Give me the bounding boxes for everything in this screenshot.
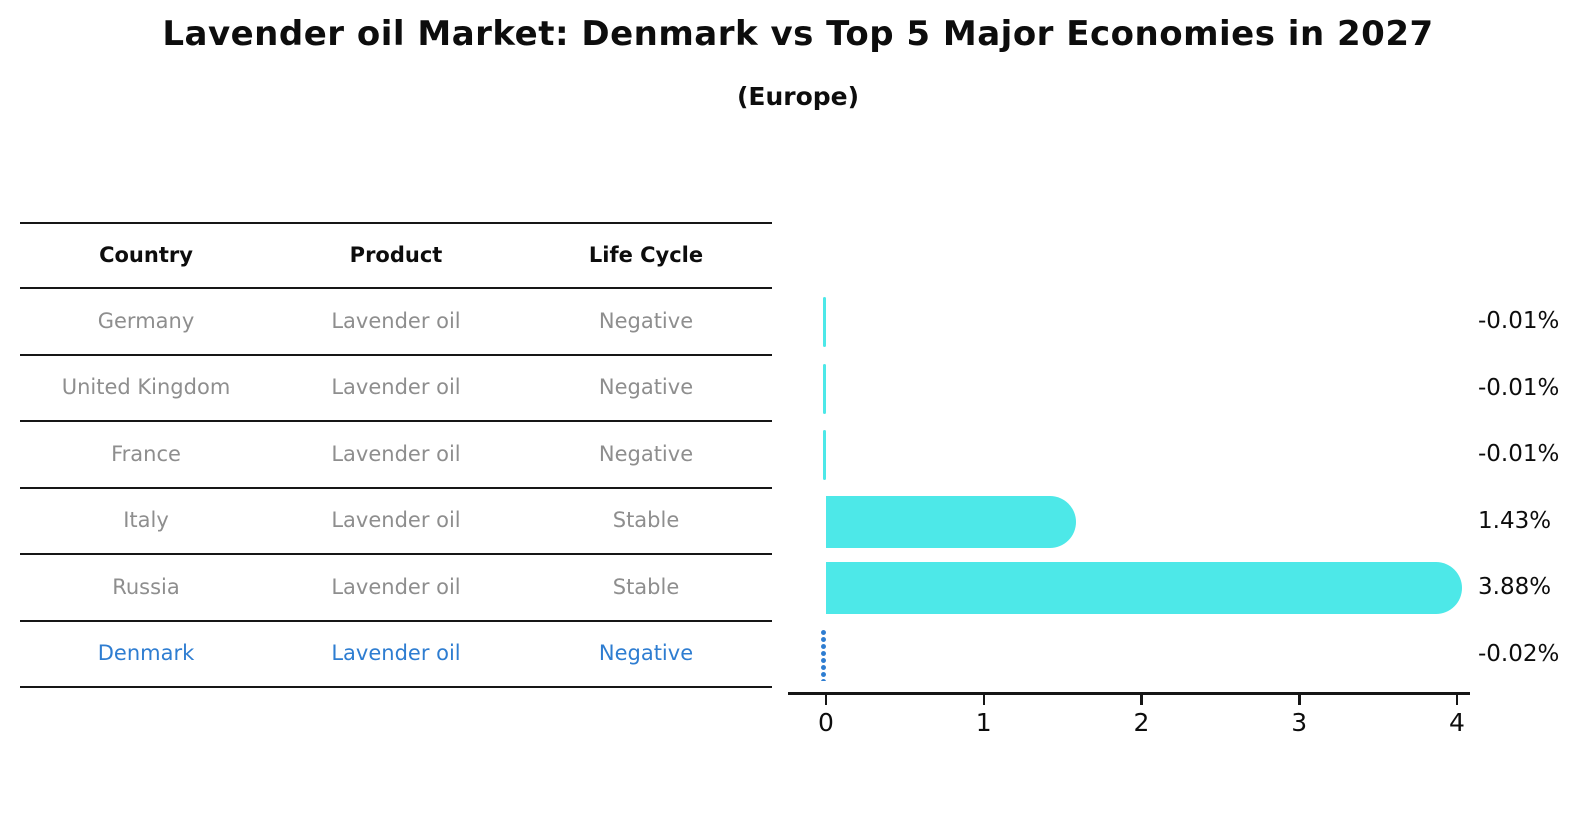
x-tick (1140, 694, 1143, 705)
cell-country: Germany (97, 308, 195, 333)
table-row-denmark: Denmark Lavender oil Negative (20, 622, 772, 688)
x-tick (982, 694, 985, 705)
table-row-italy: Italy Lavender oil Stable (20, 489, 772, 555)
cell-product: Lavender oil (331, 574, 461, 599)
cell-life-cycle: Stable (612, 574, 680, 599)
cell-country: Italy (123, 508, 169, 533)
table-row-united-kingdom: United Kingdom Lavender oil Negative (20, 356, 772, 422)
x-tick-label: 3 (1291, 708, 1308, 737)
value-label-france: -0.01% (1478, 441, 1560, 468)
chart-title: Lavender oil Market: Denmark vs Top 5 Ma… (162, 14, 1434, 54)
table-body: Germany Lavender oil Negative United Kingdo… (20, 289, 772, 688)
cell-product: Lavender oil (331, 308, 461, 333)
value-label-russia: 3.88% (1478, 574, 1552, 601)
cell-life-cycle: Negative (598, 375, 694, 400)
value-label-italy: 1.43% (1478, 507, 1552, 534)
cell-life-cycle: Negative (598, 308, 694, 333)
country-table: Country Product Life Cycle Germany Lavend… (20, 222, 772, 688)
cell-country: Denmark (97, 641, 195, 666)
table-row-russia: Russia Lavender oil Stable (20, 555, 772, 622)
value-label-germany: -0.01% (1478, 308, 1560, 335)
cell-product: Lavender oil (331, 641, 461, 666)
cell-product: Lavender oil (331, 375, 461, 400)
x-tick-label: 2 (1133, 708, 1150, 737)
table-header-row: Country Product Life Cycle (20, 224, 772, 289)
cell-country: Russia (112, 574, 180, 599)
x-tick (1298, 694, 1301, 705)
value-label-united-kingdom: -0.01% (1478, 374, 1560, 401)
table-row-france: France Lavender oil Negative (20, 422, 772, 489)
table-row-germany: Germany Lavender oil Negative (20, 289, 772, 356)
cell-life-cycle: Negative (598, 441, 694, 466)
chart-subtitle: (Europe) (736, 82, 860, 111)
x-axis-line (788, 691, 1470, 695)
x-tick-label: 4 (1449, 708, 1465, 737)
x-tick-label: 1 (975, 708, 992, 737)
bar-united-kingdom (823, 363, 826, 414)
cell-country: France (111, 441, 181, 466)
cell-product: Lavender oil (331, 508, 461, 533)
bar-france (823, 430, 826, 481)
denmark-dotted-marker (821, 628, 826, 681)
column-header-life-cycle: Life Cycle (588, 242, 704, 267)
bar-italy (826, 495, 1076, 548)
column-header-product: Product (349, 242, 443, 267)
x-tick (1455, 694, 1459, 705)
cell-country: United Kingdom (61, 375, 231, 400)
x-tick (824, 694, 828, 705)
cell-life-cycle: Stable (612, 508, 680, 533)
bar-russia (826, 562, 1463, 615)
value-label-denmark: -0.02% (1478, 640, 1560, 667)
column-header-country: Country (99, 242, 193, 267)
bar-germany (823, 297, 826, 348)
cell-life-cycle: Negative (598, 641, 694, 666)
cell-product: Lavender oil (331, 441, 461, 466)
x-tick-label: 0 (818, 708, 834, 737)
